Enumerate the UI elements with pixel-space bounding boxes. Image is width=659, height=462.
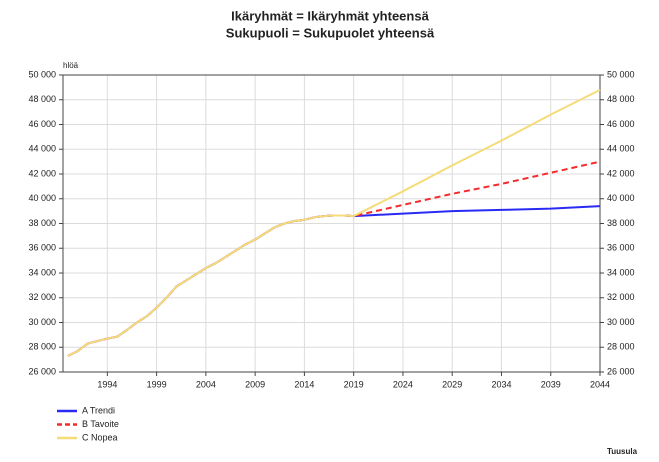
y-tick-label: 32 000 (28, 292, 56, 302)
y-tick-label: 46 000 (28, 119, 56, 129)
y2-tick-label: 32 000 (607, 292, 635, 302)
legend-label: C Nopea (82, 432, 118, 442)
x-tick-label: 2039 (541, 379, 561, 389)
x-tick-label: 2004 (196, 379, 216, 389)
y2-tick-label: 50 000 (607, 69, 635, 79)
x-tick-label: 2029 (442, 379, 462, 389)
y-tick-label: 40 000 (28, 193, 56, 203)
y-tick-label: 42 000 (28, 168, 56, 178)
x-tick-label: 2034 (491, 379, 511, 389)
legend-label: B Tavoite (82, 419, 119, 429)
y2-tick-label: 46 000 (607, 119, 635, 129)
series-line (67, 160, 601, 357)
y2-tick-label: 28 000 (607, 342, 635, 352)
y-tick-label: 26 000 (28, 366, 56, 376)
y2-tick-label: 40 000 (607, 193, 635, 203)
y-tick-label: 30 000 (28, 317, 56, 327)
legend-label: A Trendi (82, 405, 115, 415)
y-tick-label: 28 000 (28, 342, 56, 352)
y2-tick-label: 30 000 (607, 317, 635, 327)
y2-tick-label: 36 000 (607, 243, 635, 253)
series-line (67, 205, 601, 357)
x-tick-label: 2024 (393, 379, 413, 389)
y-tick-label: 50 000 (28, 69, 56, 79)
x-tick-label: 2009 (245, 379, 265, 389)
y-tick-label: 38 000 (28, 218, 56, 228)
y2-tick-label: 48 000 (607, 94, 635, 104)
x-tick-label: 2044 (590, 379, 610, 389)
x-tick-label: 2019 (344, 379, 364, 389)
x-tick-label: 2014 (294, 379, 314, 389)
y2-tick-label: 26 000 (607, 366, 635, 376)
chart-title: Ikäryhmät = Ikäryhmät yhteensä (231, 8, 429, 23)
y2-tick-label: 44 000 (607, 144, 635, 154)
y-tick-label: 48 000 (28, 94, 56, 104)
y2-tick-label: 42 000 (607, 168, 635, 178)
x-tick-label: 1999 (147, 379, 167, 389)
y-tick-label: 36 000 (28, 243, 56, 253)
source: Tuusula (607, 447, 638, 456)
y-axis-label: hlöä (63, 61, 79, 70)
series-line (67, 88, 601, 357)
y-tick-label: 44 000 (28, 144, 56, 154)
plot-frame (62, 74, 601, 373)
y-tick-label: 34 000 (28, 267, 56, 277)
chart-title: Sukupuoli = Sukupuolet yhteensä (226, 25, 435, 40)
y2-tick-label: 38 000 (607, 218, 635, 228)
x-tick-label: 1994 (97, 379, 117, 389)
y2-tick-label: 34 000 (607, 267, 635, 277)
